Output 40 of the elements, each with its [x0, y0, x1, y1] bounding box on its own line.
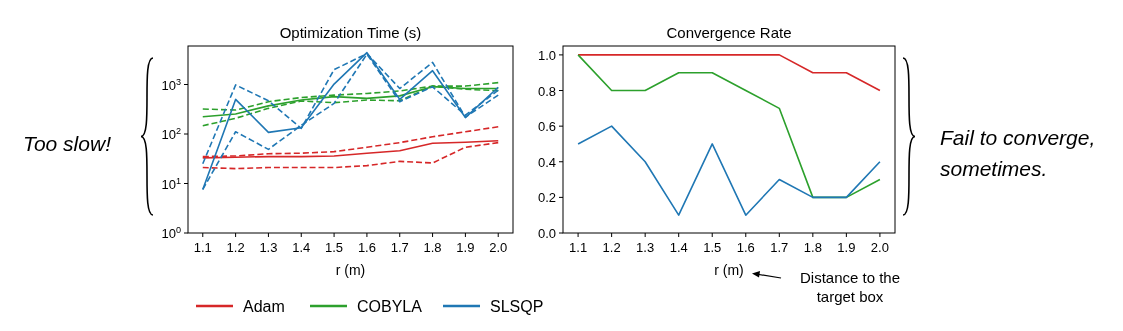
x-tick-label: 1.1: [193, 240, 212, 255]
y-tick-label: 0.2: [537, 190, 556, 206]
x-tick-label: 1.5: [703, 240, 722, 255]
legend-label: SLSQP: [490, 298, 544, 315]
x-tick-label: 2.0: [489, 240, 508, 255]
y-tick-label: 0.4: [537, 154, 556, 170]
x-axis-title: r (m): [714, 262, 744, 278]
x-tick-label: 1.5: [325, 240, 344, 255]
legend-label: COBYLA: [357, 298, 423, 315]
y-tick-label: 10$^{0}$: [161, 225, 181, 241]
y-tick-label: 1.0: [537, 47, 556, 63]
y-tick-label: 10$^{2}$: [161, 126, 181, 143]
x-tick-label: 1.9: [456, 240, 475, 255]
x-tick-label: 1.8: [423, 240, 442, 255]
x-tick-label: 2.0: [870, 240, 889, 255]
x-tick-label: 1.4: [669, 240, 688, 255]
x-tick-label: 1.4: [292, 240, 311, 255]
x-tick-label: 1.7: [390, 240, 409, 255]
x-tick-label: 1.2: [602, 240, 621, 255]
x-tick-label: 1.3: [636, 240, 655, 255]
y-tick-label: 10$^{3}$: [161, 76, 181, 93]
y-tick-label: 0.8: [537, 83, 556, 99]
y-tick-label: 0.0: [537, 226, 556, 241]
x-tick-label: 1.3: [259, 240, 278, 255]
text: Distance to the target box: [799, 269, 901, 305]
x-tick-label: 1.8: [803, 240, 822, 255]
x-axis-title: r (m): [335, 262, 366, 278]
chart-title: Convergence Rate: [666, 24, 792, 41]
legend-label: Adam: [243, 298, 285, 315]
x-tick-label: 1.7: [770, 240, 789, 255]
text: Fail to converge, sometimes.: [940, 126, 1096, 180]
text: Too slow!: [23, 132, 112, 155]
chart-title: Optimization Time (s): [279, 24, 422, 41]
x-tick-label: 1.9: [837, 240, 856, 255]
y-tick-label: 10$^{1}$: [161, 175, 181, 192]
x-tick-label: 1.6: [736, 240, 755, 255]
x-tick-label: 1.1: [569, 240, 588, 255]
y-tick-label: 0.6: [537, 119, 556, 135]
x-tick-label: 1.6: [357, 240, 376, 255]
x-tick-label: 1.2: [226, 240, 245, 255]
